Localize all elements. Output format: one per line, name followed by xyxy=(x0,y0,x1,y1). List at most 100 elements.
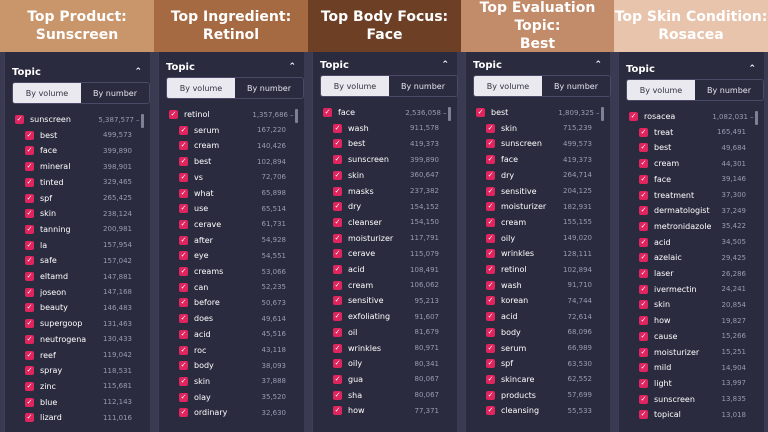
topic-row[interactable]: ✓ oily 149,020 xyxy=(486,231,598,246)
checkmark-icon[interactable]: ✓ xyxy=(476,108,485,117)
checkmark-icon[interactable]: ✓ xyxy=(25,319,34,329)
tab-by-volume[interactable]: By volume xyxy=(167,78,235,98)
checkmark-icon[interactable]: ✓ xyxy=(179,235,188,245)
topic-row[interactable]: ✓ sensitive 95,213 xyxy=(333,293,445,308)
checkmark-icon[interactable]: ✓ xyxy=(25,366,34,376)
checkmark-icon[interactable]: ✓ xyxy=(179,329,188,339)
checkmark-icon[interactable]: ✓ xyxy=(179,282,188,292)
checkmark-icon[interactable]: ✓ xyxy=(333,296,342,306)
checkmark-icon[interactable]: ✓ xyxy=(486,374,495,384)
checkmark-icon[interactable]: ✓ xyxy=(25,193,34,203)
parent-topic-row[interactable]: ✓ sunscreen 5,387,577– xyxy=(15,112,142,127)
checkmark-icon[interactable]: ✓ xyxy=(639,284,648,294)
checkmark-icon[interactable]: ✓ xyxy=(179,408,188,418)
tab-by-number[interactable]: By number xyxy=(81,83,149,103)
checkmark-icon[interactable]: ✓ xyxy=(639,300,648,310)
checkmark-icon[interactable]: ✓ xyxy=(333,249,342,259)
checkmark-icon[interactable]: ✓ xyxy=(629,112,638,121)
topic-row[interactable]: ✓ retinol 102,894 xyxy=(486,262,598,277)
topic-row[interactable]: ✓ masks 237,382 xyxy=(333,184,445,199)
scrollbar[interactable] xyxy=(141,114,144,128)
topic-row[interactable]: ✓ light 13,997 xyxy=(639,376,752,391)
topic-row[interactable]: ✓ oil 81,679 xyxy=(333,325,445,340)
topic-row[interactable]: ✓ sunscreen 499,573 xyxy=(486,136,598,151)
checkmark-icon[interactable]: ✓ xyxy=(639,394,648,404)
topic-row[interactable]: ✓ joseon 147,168 xyxy=(25,285,138,300)
topic-row[interactable]: ✓ roc 43,118 xyxy=(179,343,292,358)
topic-row[interactable]: ✓ skin 715,239 xyxy=(486,121,598,136)
checkmark-icon[interactable]: ✓ xyxy=(25,162,34,172)
topic-row[interactable]: ✓ zinc 115,681 xyxy=(25,379,138,394)
checkmark-icon[interactable]: ✓ xyxy=(639,159,648,169)
checkmark-icon[interactable]: ✓ xyxy=(639,363,648,373)
checkmark-icon[interactable]: ✓ xyxy=(179,141,188,151)
topic-row[interactable]: ✓ cerave 115,079 xyxy=(333,246,445,261)
checkmark-icon[interactable]: ✓ xyxy=(333,139,342,149)
topic-row[interactable]: ✓ la 157,954 xyxy=(25,238,138,253)
topic-row[interactable]: ✓ supergoop 131,463 xyxy=(25,316,138,331)
checkmark-icon[interactable]: ✓ xyxy=(25,240,34,250)
topic-row[interactable]: ✓ cream 140,426 xyxy=(179,138,292,153)
tab-by-volume[interactable]: By volume xyxy=(321,76,389,96)
topic-row[interactable]: ✓ beauty 146,483 xyxy=(25,300,138,315)
minus-icon[interactable]: – xyxy=(596,108,600,117)
topic-row[interactable]: ✓ acid 45,516 xyxy=(179,327,292,342)
scrollbar[interactable] xyxy=(448,107,451,121)
checkmark-icon[interactable]: ✓ xyxy=(25,256,34,266)
topic-row[interactable]: ✓ wrinkles 80,971 xyxy=(333,341,445,356)
topic-row[interactable]: ✓ acid 34,505 xyxy=(639,235,752,250)
topic-row[interactable]: ✓ does 49,614 xyxy=(179,311,292,326)
topic-row[interactable]: ✓ eye 54,551 xyxy=(179,248,292,263)
checkmark-icon[interactable]: ✓ xyxy=(179,298,188,308)
topic-row[interactable]: ✓ sunscreen 399,890 xyxy=(333,152,445,167)
checkmark-icon[interactable]: ✓ xyxy=(333,327,342,337)
topic-row[interactable]: ✓ after 54,928 xyxy=(179,233,292,248)
topic-row[interactable]: ✓ spf 265,425 xyxy=(25,191,138,206)
checkmark-icon[interactable]: ✓ xyxy=(179,251,188,261)
topic-row[interactable]: ✓ best 102,894 xyxy=(179,154,292,169)
checkmark-icon[interactable]: ✓ xyxy=(25,287,34,297)
topic-row[interactable]: ✓ oily 80,341 xyxy=(333,356,445,371)
topic-row[interactable]: ✓ safe 157,042 xyxy=(25,253,138,268)
tab-by-number[interactable]: By number xyxy=(389,76,457,96)
checkmark-icon[interactable]: ✓ xyxy=(25,209,34,219)
checkmark-icon[interactable]: ✓ xyxy=(486,327,495,337)
checkmark-icon[interactable]: ✓ xyxy=(639,331,648,341)
checkmark-icon[interactable]: ✓ xyxy=(486,186,495,196)
topic-row[interactable]: ✓ products 57,699 xyxy=(486,388,598,403)
topic-row[interactable]: ✓ face 39,146 xyxy=(639,172,752,187)
scrollbar[interactable] xyxy=(601,107,604,121)
checkmark-icon[interactable]: ✓ xyxy=(639,347,648,357)
checkmark-icon[interactable]: ✓ xyxy=(486,123,495,133)
chevron-up-icon[interactable]: ⌃ xyxy=(134,67,142,77)
checkmark-icon[interactable]: ✓ xyxy=(333,155,342,165)
checkmark-icon[interactable]: ✓ xyxy=(179,157,188,167)
topic-row[interactable]: ✓ vs 72,706 xyxy=(179,170,292,185)
checkmark-icon[interactable]: ✓ xyxy=(333,170,342,180)
topic-row[interactable]: ✓ gua 80,067 xyxy=(333,372,445,387)
checkmark-icon[interactable]: ✓ xyxy=(486,265,495,274)
topic-row[interactable]: ✓ moisturizer 182,931 xyxy=(486,199,598,214)
parent-topic-row[interactable]: ✓ rosacea 1,082,031– xyxy=(629,109,756,124)
checkmark-icon[interactable]: ✓ xyxy=(639,237,648,247)
topic-row[interactable]: ✓ mild 14,904 xyxy=(639,360,752,375)
topic-row[interactable]: ✓ wrinkles 128,111 xyxy=(486,246,598,261)
topic-row[interactable]: ✓ moisturizer 15,251 xyxy=(639,345,752,360)
topic-row[interactable]: ✓ spray 118,531 xyxy=(25,363,138,378)
topic-row[interactable]: ✓ best 419,373 xyxy=(333,136,445,151)
parent-topic-row[interactable]: ✓ retinol 1,357,686– xyxy=(169,107,296,122)
topic-row[interactable]: ✓ exfoliating 91,607 xyxy=(333,309,445,324)
checkmark-icon[interactable]: ✓ xyxy=(333,343,342,353)
checkmark-icon[interactable]: ✓ xyxy=(333,374,342,384)
checkmark-icon[interactable]: ✓ xyxy=(323,108,332,117)
checkmark-icon[interactable]: ✓ xyxy=(639,190,648,200)
minus-icon[interactable]: – xyxy=(750,112,754,121)
checkmark-icon[interactable]: ✓ xyxy=(333,406,342,416)
topic-row[interactable]: ✓ sensitive 204,125 xyxy=(486,184,598,199)
topic-row[interactable]: ✓ skin 20,854 xyxy=(639,297,752,312)
parent-topic-row[interactable]: ✓ face 2,536,058– xyxy=(323,105,449,120)
checkmark-icon[interactable]: ✓ xyxy=(333,280,342,290)
checkmark-icon[interactable]: ✓ xyxy=(333,312,342,322)
checkmark-icon[interactable]: ✓ xyxy=(639,206,648,216)
checkmark-icon[interactable]: ✓ xyxy=(486,139,495,149)
